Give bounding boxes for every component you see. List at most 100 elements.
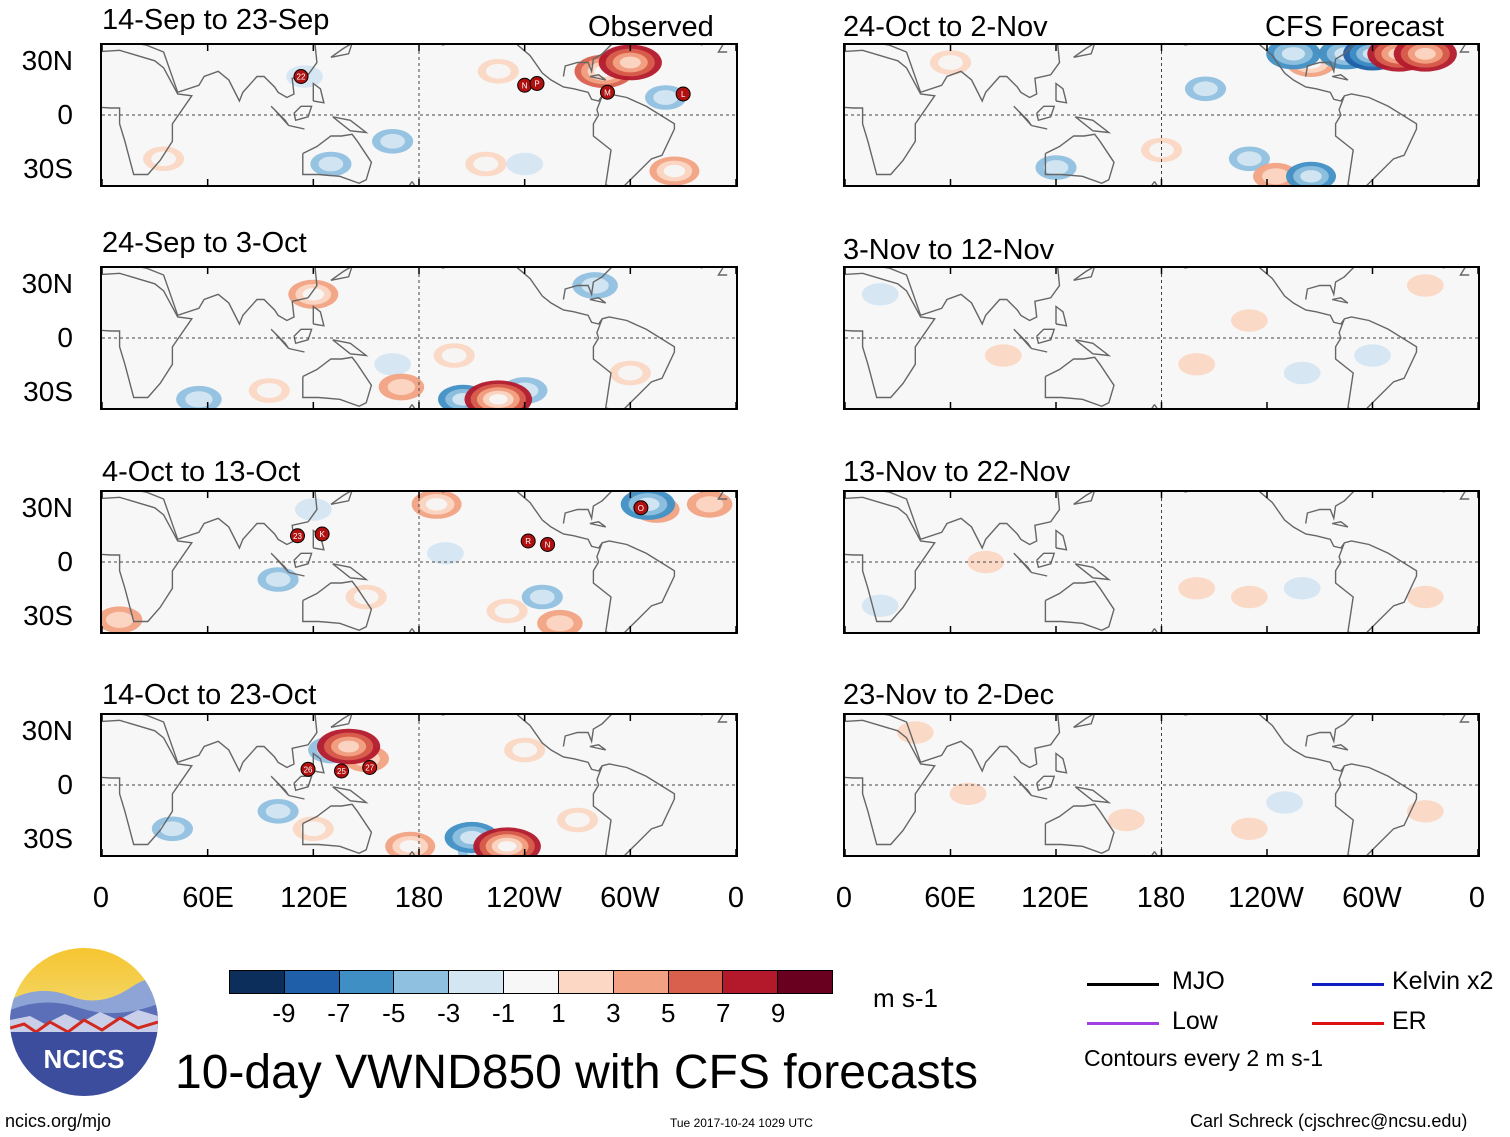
coastline <box>589 74 607 81</box>
svg-text:K: K <box>319 530 325 539</box>
anomaly-contour <box>1178 353 1216 376</box>
coastline <box>1031 124 1048 130</box>
storm-marker: O <box>633 500 649 516</box>
storm-marker: N <box>517 77 533 93</box>
coastline <box>1305 492 1355 524</box>
coastline <box>700 268 728 276</box>
anomaly-contour <box>1266 791 1303 814</box>
anomaly-contour <box>565 812 590 828</box>
map-panel: 26 25 27 <box>100 713 738 857</box>
anomaly-contour <box>265 572 291 587</box>
colorbar <box>229 970 833 994</box>
map-svg: 26 25 27 <box>102 715 736 855</box>
svg-text:22: 22 <box>297 73 306 82</box>
storm-marker: 25 <box>334 763 350 779</box>
coastline <box>589 297 607 304</box>
svg-text:25: 25 <box>337 767 346 776</box>
coastline <box>1055 82 1068 104</box>
coastline <box>884 268 1061 326</box>
map-panel <box>843 713 1480 857</box>
svg-text:27: 27 <box>365 764 374 773</box>
anomaly-contour <box>896 721 934 744</box>
coastline <box>1151 628 1158 632</box>
anomaly-contour <box>485 63 511 79</box>
coastline <box>700 492 728 500</box>
colorbar-swatch <box>668 971 724 993</box>
colorbar-swatch <box>613 971 669 993</box>
lat-label: 30S <box>23 823 73 854</box>
anomaly-contour <box>265 803 291 819</box>
colorbar-label: -7 <box>327 998 351 1028</box>
svg-text:26: 26 <box>304 765 313 774</box>
anomaly-contour <box>1231 817 1268 840</box>
logo-text: NCICS <box>44 1044 125 1074</box>
coastline <box>1151 851 1158 855</box>
coastline <box>884 492 1061 550</box>
colorbar-label: 5 <box>661 998 676 1028</box>
lon-label: 120E <box>1021 882 1089 914</box>
observed-label: Observed <box>588 11 714 43</box>
svg-text:M: M <box>604 88 611 97</box>
coastline <box>1305 715 1355 747</box>
map-panel <box>843 43 1480 187</box>
coastline <box>1036 552 1056 569</box>
anomaly-contour <box>1231 309 1268 332</box>
panel-title: 24-Oct to 2-Nov <box>843 11 1048 43</box>
coastline <box>562 492 612 524</box>
coastline <box>589 521 607 528</box>
lat-label: 0 <box>57 546 73 577</box>
svg-text:23: 23 <box>293 532 302 541</box>
colorbar-swatch <box>723 971 779 993</box>
coastline <box>1074 339 1112 357</box>
coastline <box>288 124 305 130</box>
coastline <box>1442 492 1470 500</box>
svg-text:N: N <box>522 81 528 90</box>
map-svg <box>102 268 736 408</box>
anomaly-contour <box>318 156 344 172</box>
coastline <box>1036 775 1056 792</box>
svg-text:P: P <box>534 80 539 89</box>
anomaly-contour <box>938 55 963 70</box>
storm-marker: 23 <box>289 528 305 544</box>
coastline <box>1184 45 1418 185</box>
lon-label: 120W <box>1228 882 1304 914</box>
coastline <box>1044 580 1115 632</box>
coastline <box>1031 571 1048 577</box>
lat-label: 30N <box>21 268 73 299</box>
lon-label: 180 <box>1136 882 1186 914</box>
coastline <box>562 45 612 77</box>
coastline <box>293 552 313 569</box>
footer-credit: Carl Schreck (cjschrec@ncsu.edu) <box>1190 1111 1468 1131</box>
footer-url[interactable]: ncics.org/mjo <box>5 1111 112 1131</box>
coastline <box>1073 268 1095 281</box>
anomaly-contour <box>1107 808 1145 832</box>
coastline <box>408 181 416 185</box>
coastline <box>141 715 318 773</box>
map-svg: 22 N P M L <box>102 45 736 185</box>
panel-title: 4-Oct to 13-Oct <box>102 456 301 488</box>
anomaly-contour <box>1414 47 1436 60</box>
coastline <box>332 786 369 804</box>
colorbar-swatch <box>284 971 340 993</box>
map-panel: 22 N P M L <box>100 43 738 187</box>
anomaly-contour <box>105 611 134 628</box>
coastline <box>1074 786 1112 804</box>
anomaly-contour <box>1354 344 1391 367</box>
coastline <box>441 45 676 185</box>
lat-label: 0 <box>57 322 73 353</box>
coastline <box>884 715 1061 773</box>
coastline <box>845 49 936 176</box>
legend-line-low <box>1087 1022 1159 1025</box>
main-title: 10-day VWND850 with CFS forecasts <box>175 1046 978 1099</box>
coastline <box>1442 45 1470 53</box>
coastline <box>330 715 353 728</box>
coastline <box>884 45 1061 103</box>
colorbar-label: 1 <box>551 998 566 1028</box>
coastline <box>293 775 313 792</box>
panel-title: 24-Sep to 3-Oct <box>102 227 307 259</box>
map-panel <box>100 266 738 410</box>
anomaly-contour <box>160 821 185 837</box>
coastline <box>302 356 373 408</box>
anomaly-contour <box>1283 577 1321 600</box>
colorbar-swatch <box>558 971 614 993</box>
